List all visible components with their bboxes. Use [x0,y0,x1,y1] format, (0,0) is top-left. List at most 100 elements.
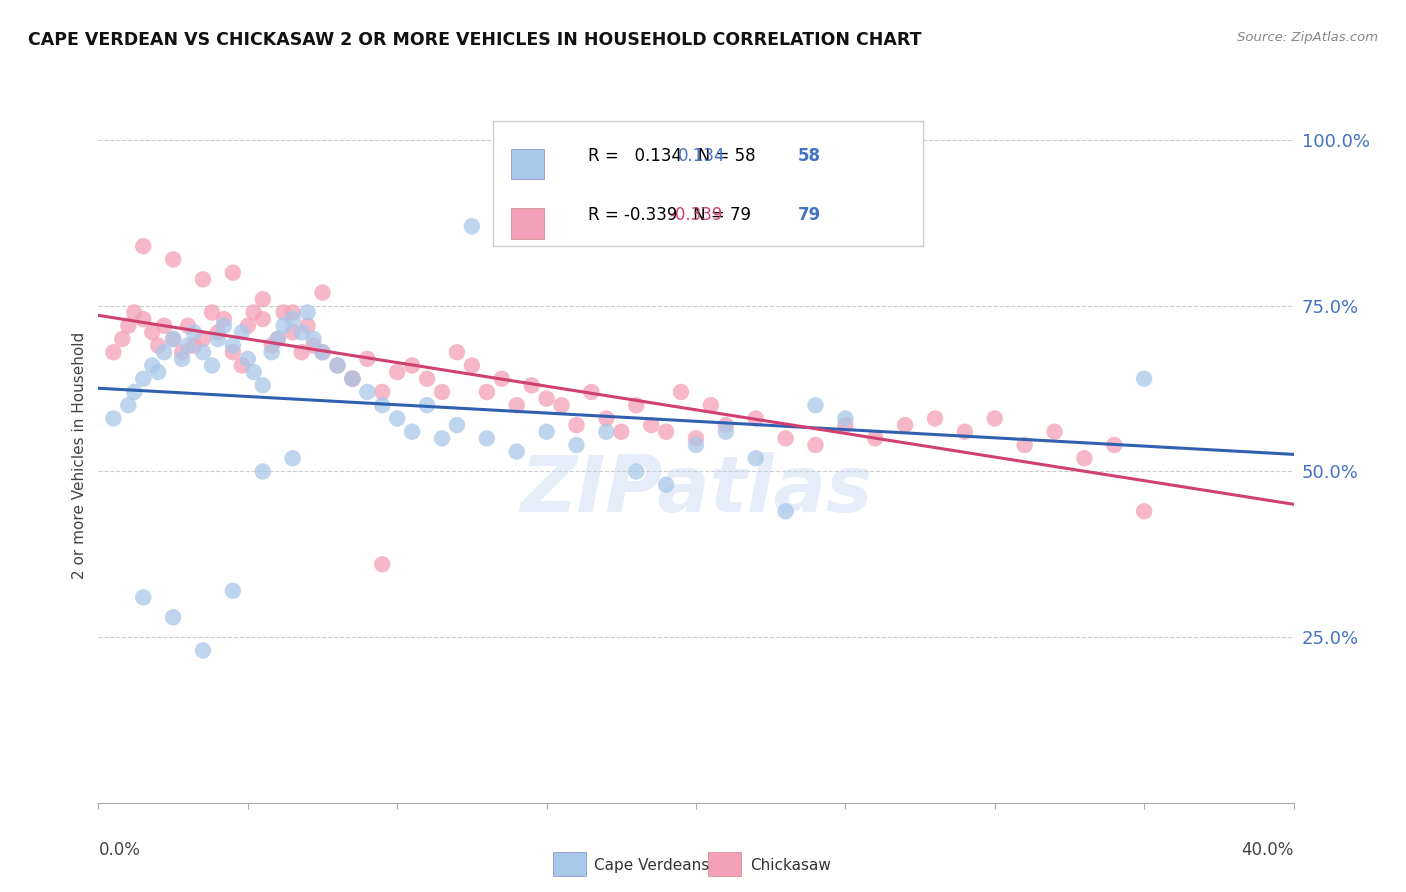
Point [1133,504,1156,518]
Point [281,326,304,340]
Point [446,345,468,359]
Point [207,332,229,346]
Point [267,332,290,346]
Point [252,378,274,392]
Y-axis label: 2 or more Vehicles in Household: 2 or more Vehicles in Household [72,331,87,579]
Point [834,411,856,425]
Point [356,384,378,399]
Point [342,372,364,386]
Point [356,351,378,366]
Point [491,372,513,386]
Point [714,425,737,439]
Point [111,332,134,346]
Point [236,351,259,366]
Point [281,312,304,326]
Point [141,359,163,373]
Point [700,398,723,412]
Point [252,312,274,326]
Point [461,359,484,373]
Point [212,318,235,333]
Point [162,252,184,267]
Text: 58: 58 [797,147,821,165]
Point [804,438,827,452]
Point [595,411,617,425]
Point [260,338,283,352]
Point [231,326,253,340]
Point [172,351,194,366]
Point [183,338,205,352]
Point [1133,372,1156,386]
Point [273,305,295,319]
Point [655,477,678,491]
Point [1073,451,1095,466]
Text: -0.339: -0.339 [669,206,723,224]
Point [297,305,319,319]
Point [581,384,603,399]
Point [291,326,314,340]
Point [342,372,364,386]
Point [177,318,200,333]
Point [132,239,155,253]
Point [207,326,229,340]
Point [536,425,558,439]
Point [714,418,737,433]
Point [326,359,349,373]
Point [148,338,170,352]
Point [520,378,543,392]
Point [475,384,498,399]
Point [626,465,648,479]
Point [183,326,205,340]
Point [222,583,245,598]
Point [430,431,453,445]
Point [506,398,529,412]
Point [252,465,274,479]
Point [281,451,304,466]
Point [430,384,453,399]
Point [243,365,266,379]
Point [267,332,290,346]
Text: Chickasaw: Chickasaw [749,858,831,873]
Point [1104,438,1126,452]
Text: 0.134: 0.134 [678,147,725,165]
Point [775,431,797,445]
Point [610,425,633,439]
Point [311,345,333,359]
Text: R =   0.134   N = 58: R = 0.134 N = 58 [589,147,756,165]
Point [132,591,155,605]
Point [273,318,295,333]
Point [401,359,423,373]
Text: 79: 79 [797,206,821,224]
Point [311,285,333,300]
Point [132,312,155,326]
Point [117,398,139,412]
Point [461,219,484,234]
Point [685,438,707,452]
Point [124,384,146,399]
Point [953,425,976,439]
Point [506,444,529,458]
Text: Cape Verdeans: Cape Verdeans [595,858,710,873]
Point [297,318,319,333]
Point [655,425,678,439]
FancyBboxPatch shape [510,208,544,238]
Point [865,431,887,445]
Point [804,398,827,412]
Point [565,438,588,452]
Point [162,332,184,346]
Point [475,431,498,445]
Point [124,305,146,319]
Point [162,332,184,346]
Point [401,425,423,439]
Point [236,318,259,333]
Point [342,372,364,386]
Point [626,398,648,412]
Point [745,411,768,425]
Point [191,272,214,286]
FancyBboxPatch shape [494,121,922,246]
Point [201,305,224,319]
Point [132,372,155,386]
Point [924,411,946,425]
Point [326,359,349,373]
Point [103,411,125,425]
Point [201,359,224,373]
